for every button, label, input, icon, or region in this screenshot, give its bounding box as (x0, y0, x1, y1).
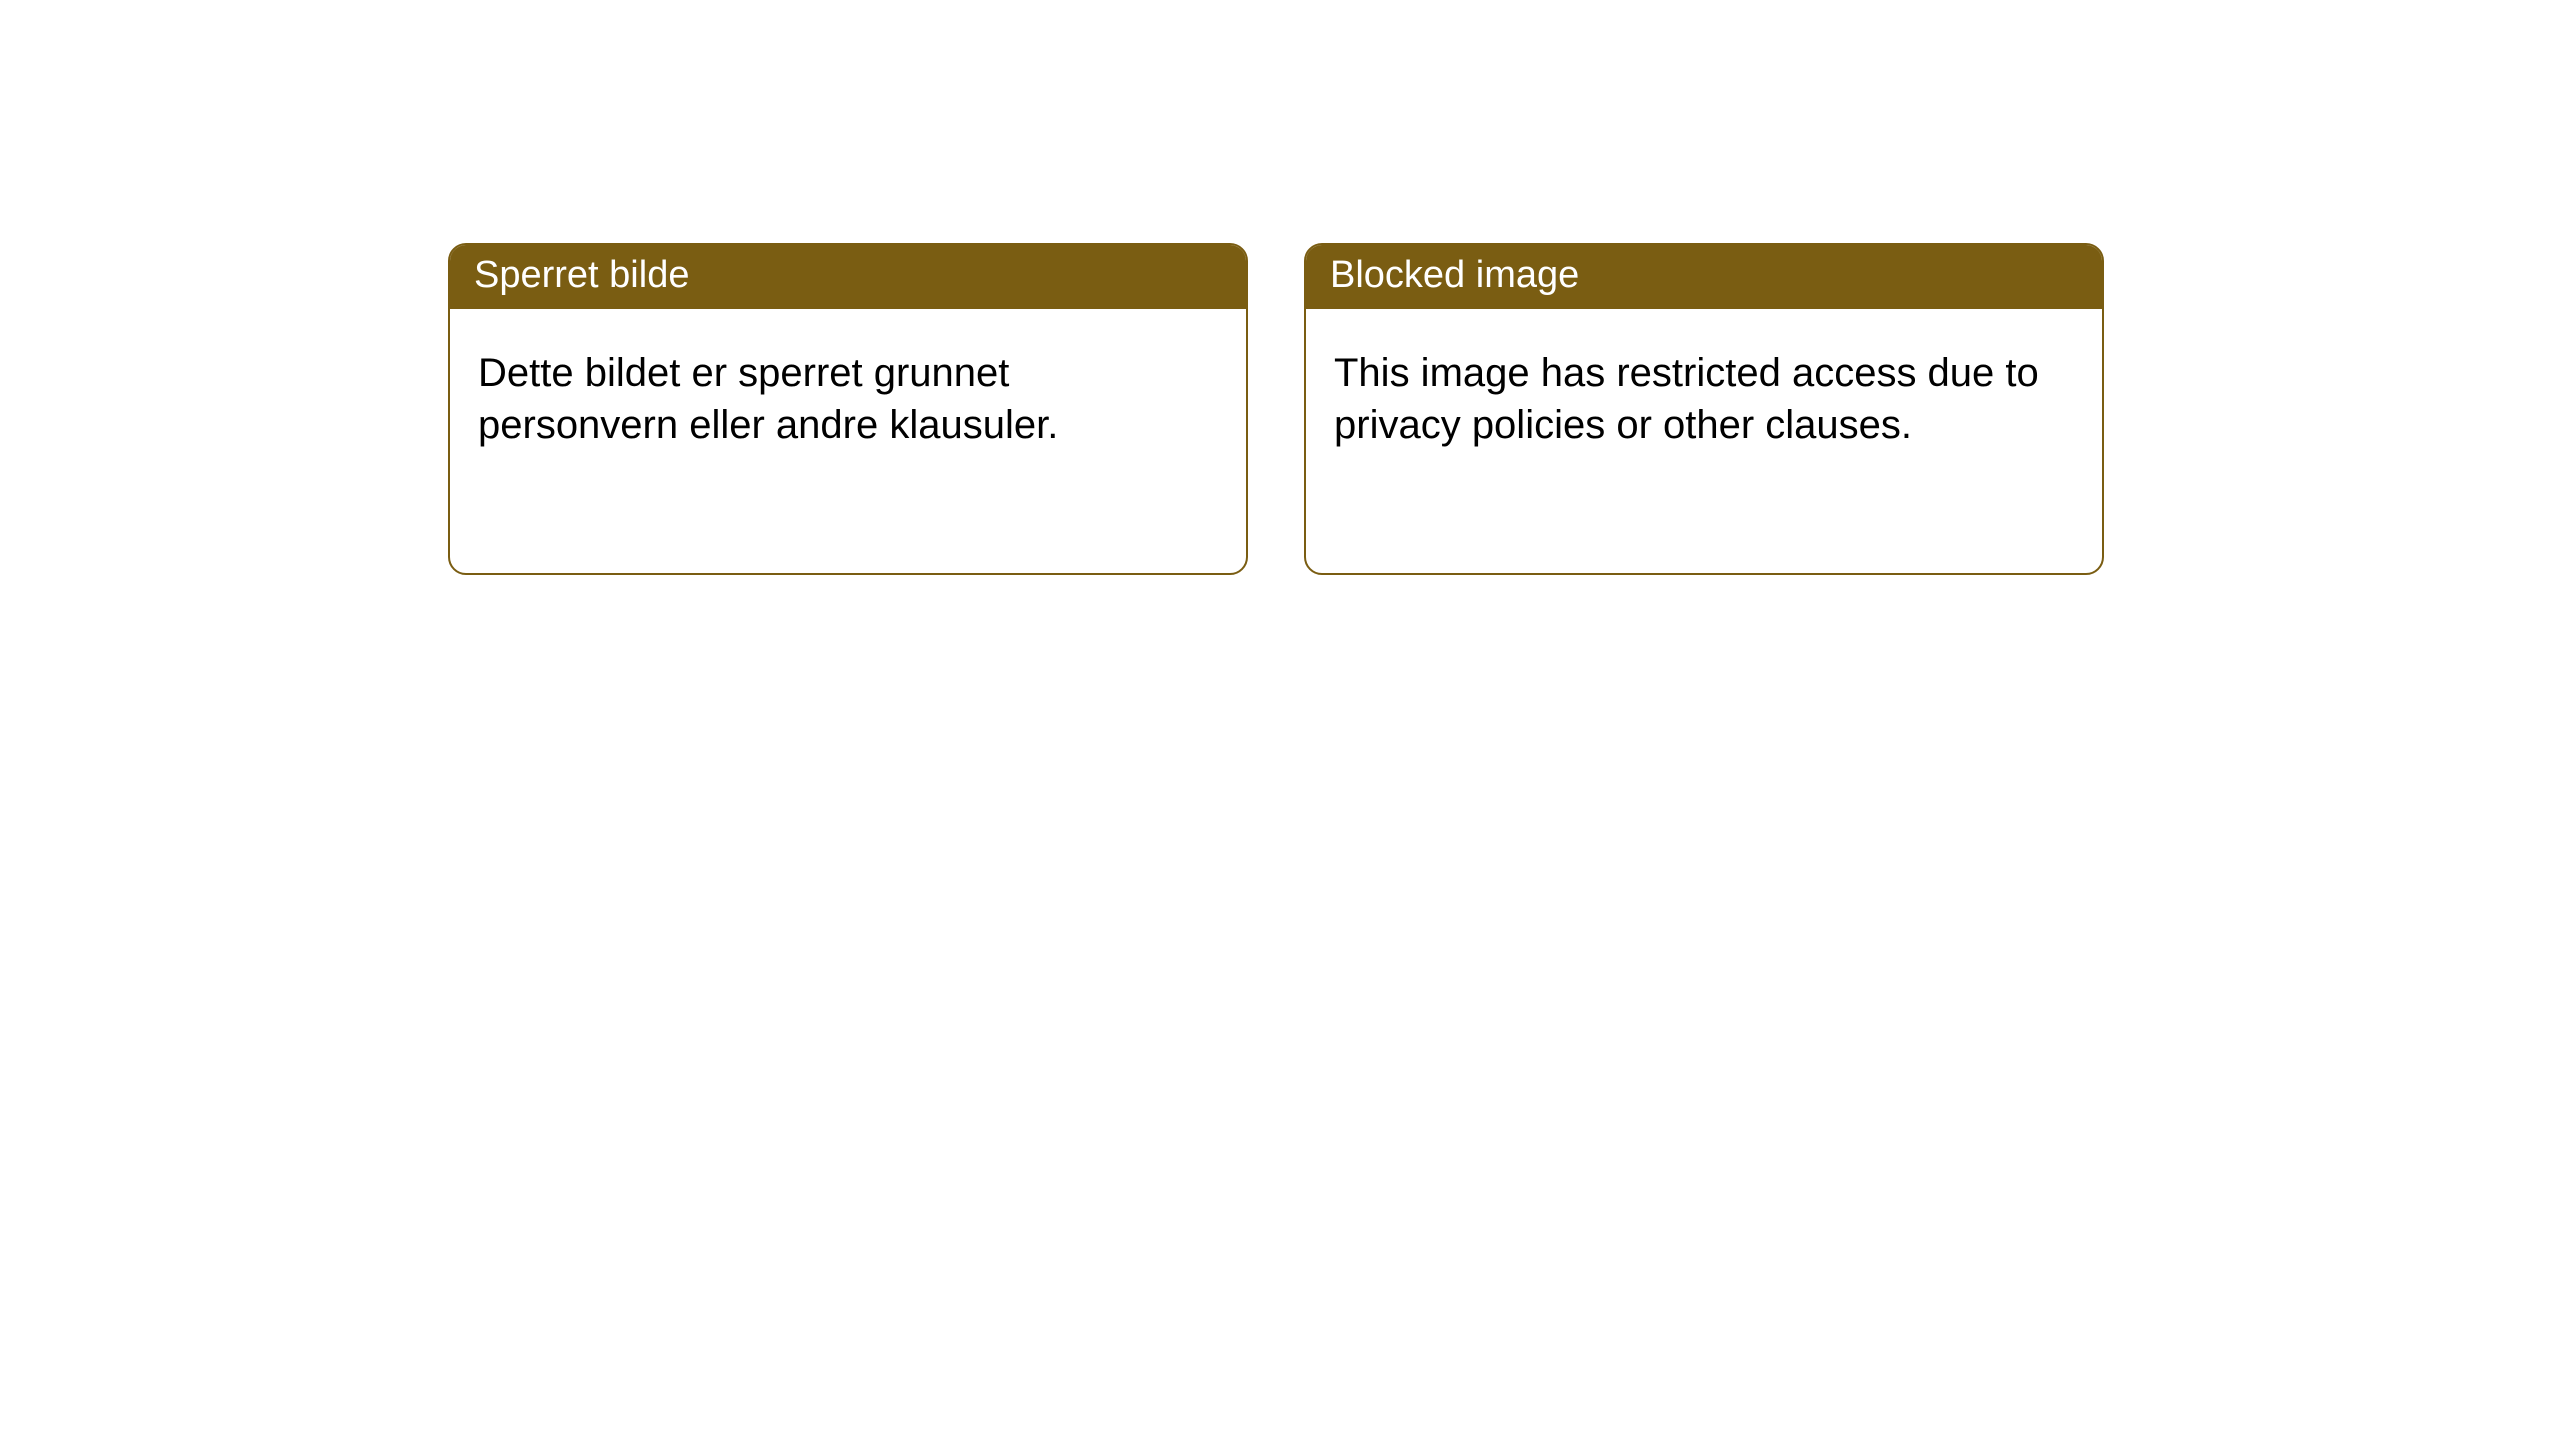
cards-container: Sperret bilde Dette bildet er sperret gr… (0, 0, 2560, 575)
card-title: Blocked image (1306, 245, 2102, 309)
card-body-text: Dette bildet er sperret grunnet personve… (450, 309, 1246, 479)
card-body-text: This image has restricted access due to … (1306, 309, 2102, 479)
card-title: Sperret bilde (450, 245, 1246, 309)
blocked-image-card-en: Blocked image This image has restricted … (1304, 243, 2104, 575)
blocked-image-card-no: Sperret bilde Dette bildet er sperret gr… (448, 243, 1248, 575)
